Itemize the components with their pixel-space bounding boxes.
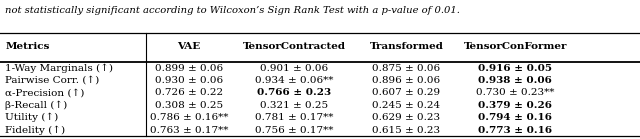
Text: VAE: VAE [177,42,200,51]
Text: 0.730 ± 0.23**: 0.730 ± 0.23** [476,88,554,97]
Text: 0.794 ± 0.16: 0.794 ± 0.16 [478,113,552,122]
Text: 0.766 ± 0.23: 0.766 ± 0.23 [257,88,332,97]
Text: TensorConFormer: TensorConFormer [463,42,567,51]
Text: Transformed: Transformed [369,42,444,51]
Text: Pairwise Corr. (↑): Pairwise Corr. (↑) [5,76,99,85]
Text: 0.896 ± 0.06: 0.896 ± 0.06 [372,76,440,85]
Text: 0.930 ± 0.06: 0.930 ± 0.06 [155,76,223,85]
Text: 0.756 ± 0.17**: 0.756 ± 0.17** [255,126,333,135]
Text: 0.899 ± 0.06: 0.899 ± 0.06 [155,64,223,73]
Text: 0.379 ± 0.26: 0.379 ± 0.26 [478,101,552,110]
Text: α-Precision (↑): α-Precision (↑) [5,88,84,97]
Text: 0.773 ± 0.16: 0.773 ± 0.16 [478,126,552,135]
Text: β-Recall (↑): β-Recall (↑) [5,100,67,110]
Text: 0.308 ± 0.25: 0.308 ± 0.25 [155,101,223,110]
Text: 0.875 ± 0.06: 0.875 ± 0.06 [372,64,440,73]
Text: 0.763 ± 0.17**: 0.763 ± 0.17** [150,126,228,135]
Text: 0.615 ± 0.23: 0.615 ± 0.23 [372,126,440,135]
Text: 0.786 ± 0.16**: 0.786 ± 0.16** [150,113,228,122]
Text: 0.726 ± 0.22: 0.726 ± 0.22 [155,88,223,97]
Text: Utility (↑): Utility (↑) [5,113,58,122]
Text: Metrics: Metrics [5,42,49,51]
Text: 0.901 ± 0.06: 0.901 ± 0.06 [260,64,328,73]
Text: Fidelity (↑): Fidelity (↑) [5,125,65,135]
Text: TensorContracted: TensorContracted [243,42,346,51]
Text: 0.321 ± 0.25: 0.321 ± 0.25 [260,101,328,110]
Text: 0.607 ± 0.29: 0.607 ± 0.29 [372,88,440,97]
Text: 0.934 ± 0.06**: 0.934 ± 0.06** [255,76,333,85]
Text: not statistically significant according to Wilcoxon’s Sign Rank Test with a p-va: not statistically significant according … [5,6,460,15]
Text: 1-Way Marginals (↑): 1-Way Marginals (↑) [5,63,113,73]
Text: 0.916 ± 0.05: 0.916 ± 0.05 [478,64,552,73]
Text: 0.245 ± 0.24: 0.245 ± 0.24 [372,101,440,110]
Text: 0.781 ± 0.17**: 0.781 ± 0.17** [255,113,333,122]
Text: 0.938 ± 0.06: 0.938 ± 0.06 [478,76,552,85]
Text: 0.629 ± 0.23: 0.629 ± 0.23 [372,113,440,122]
